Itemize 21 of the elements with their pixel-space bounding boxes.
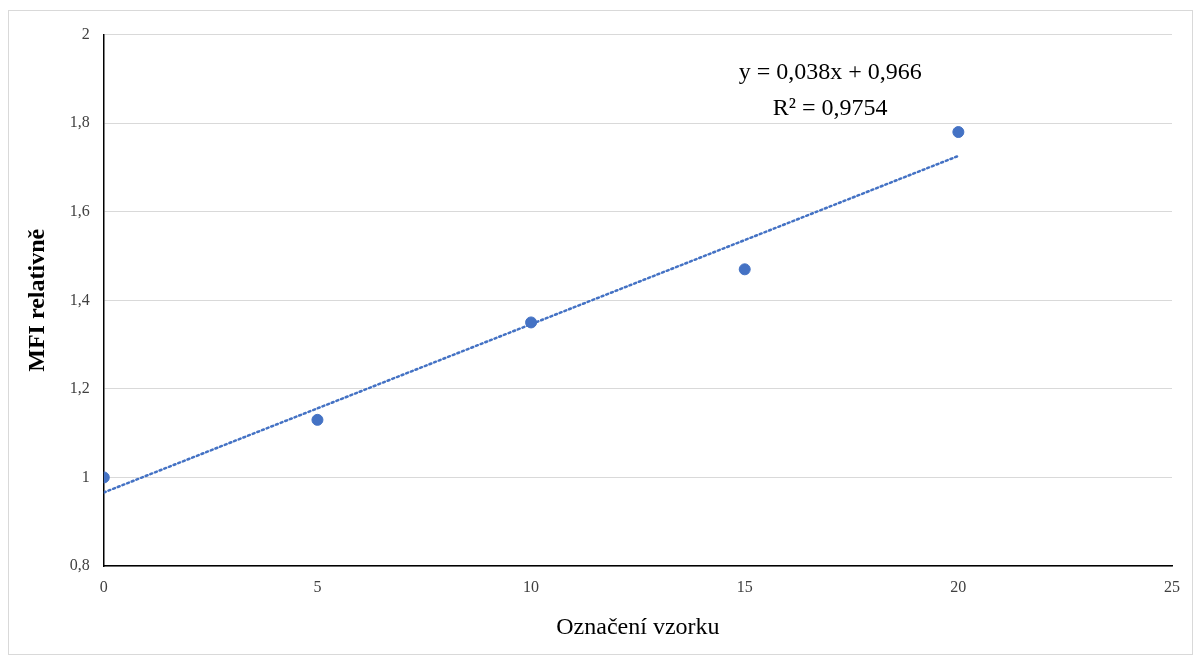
- x-axis-title: Označení vzorku: [556, 612, 720, 639]
- y-tick-label: 1,6: [69, 201, 90, 219]
- annotation: y = 0,038x + 0,966: [738, 57, 922, 84]
- y-tick-label: 1,2: [69, 379, 90, 397]
- x-tick-label: 5: [313, 577, 322, 595]
- y-tick-label: 1: [81, 467, 90, 485]
- y-tick-label: 1,8: [69, 113, 90, 131]
- point: [738, 263, 751, 276]
- y-tick-label: 2: [81, 24, 90, 42]
- y-axis-title: MFI relativně: [22, 228, 49, 372]
- point: [525, 316, 538, 329]
- x-tick-label: 10: [523, 577, 540, 595]
- x-tick-label: 15: [736, 577, 753, 595]
- x-tick-label: 0: [99, 577, 108, 595]
- y-tick-label: 0,8: [69, 556, 90, 574]
- annotation: R² = 0,9754: [772, 93, 888, 120]
- x-tick-label: 20: [950, 577, 967, 595]
- point: [952, 126, 965, 139]
- y-tick-label: 1,4: [69, 290, 90, 308]
- x-tick-label: 25: [1164, 577, 1180, 595]
- point: [311, 413, 324, 426]
